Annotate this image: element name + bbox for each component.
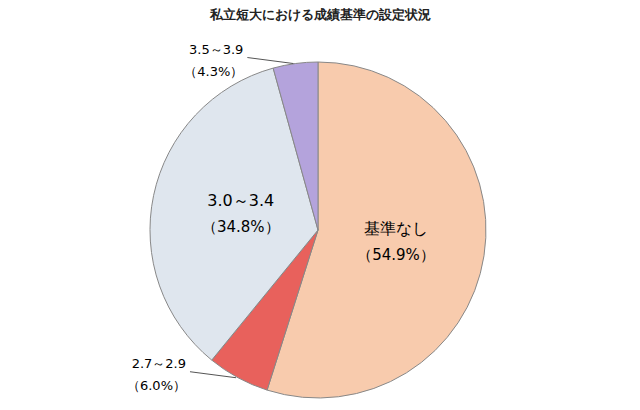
svg-text:（54.9%）: （54.9%） bbox=[357, 246, 435, 264]
svg-text:（6.0%）: （6.0%） bbox=[127, 378, 186, 393]
svg-text:2.7～2.9: 2.7～2.9 bbox=[132, 356, 186, 371]
svg-text:（4.3%）: （4.3%） bbox=[184, 64, 243, 79]
html-text:私立短大における成績基準の設定状況: 私立短大における成績基準の設定状況 bbox=[209, 7, 431, 22]
svg-text:（34.8%）: （34.8%） bbox=[202, 218, 280, 236]
svg-text:3.5～3.9: 3.5～3.9 bbox=[189, 42, 243, 57]
svg-text:3.0～3.4: 3.0～3.4 bbox=[207, 191, 274, 210]
svg-text:基準なし: 基準なし bbox=[364, 219, 428, 238]
